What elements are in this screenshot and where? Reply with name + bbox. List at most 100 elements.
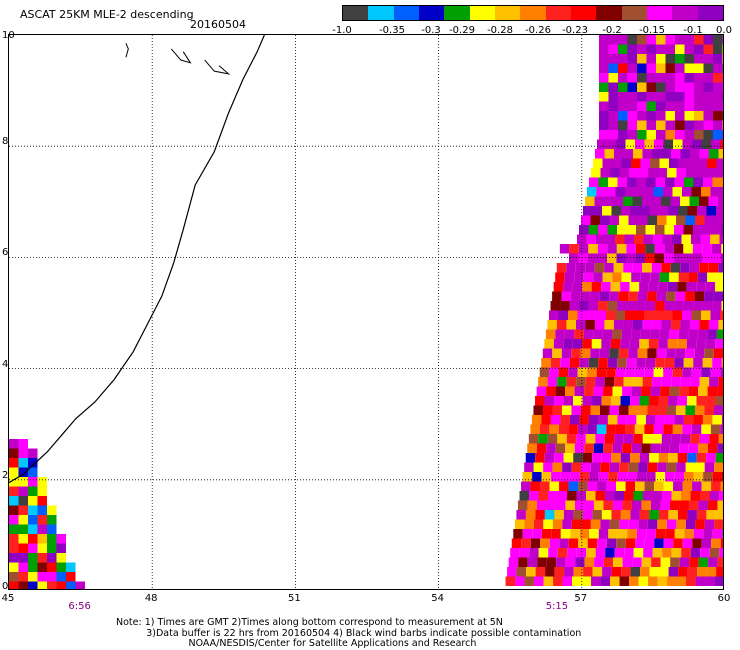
data-cell (694, 291, 705, 301)
data-cell (543, 519, 553, 529)
data-cell (519, 548, 530, 558)
data-cell (563, 453, 574, 463)
data-cell (715, 396, 723, 406)
data-cell (576, 377, 586, 387)
data-cell (535, 396, 545, 406)
data-cell (642, 377, 653, 387)
data-cell (633, 491, 644, 501)
data-cell (626, 225, 636, 235)
data-cell (663, 481, 674, 491)
data-cell (637, 348, 648, 358)
data-cell (617, 358, 627, 368)
data-cell (643, 548, 653, 558)
data-cell (622, 443, 632, 453)
data-cell (639, 339, 649, 349)
data-cell (569, 253, 579, 263)
data-cell (37, 534, 47, 544)
data-cell (647, 215, 657, 225)
data-cell (517, 500, 528, 510)
data-cell (18, 572, 28, 582)
data-cell (623, 320, 633, 330)
data-cell (583, 206, 593, 216)
x-tick-label: 48 (144, 593, 158, 604)
data-cell (9, 439, 19, 449)
data-cell (701, 424, 711, 434)
data-cell (673, 481, 683, 491)
data-cell (657, 519, 667, 529)
data-cell (633, 548, 644, 558)
colorbar-label: -1.0 (332, 25, 352, 36)
data-cell (513, 529, 523, 539)
data-cell (650, 500, 661, 510)
data-cell (640, 272, 651, 282)
data-cell (663, 187, 673, 197)
data-cell (637, 120, 647, 130)
data-cell (666, 405, 676, 415)
data-cell (723, 292, 724, 302)
data-cell (593, 329, 603, 339)
data-cell (579, 472, 590, 482)
data-cell (668, 567, 679, 577)
data-cell (582, 453, 593, 463)
data-cell (568, 310, 578, 320)
data-cell (702, 244, 712, 254)
data-cell (632, 263, 643, 273)
data-cell (665, 120, 675, 130)
data-cell (710, 424, 721, 434)
data-cell (578, 538, 588, 548)
data-cell (37, 477, 47, 487)
data-cell (577, 424, 588, 434)
data-cell (665, 44, 675, 54)
data-cell (590, 462, 601, 472)
data-cell (560, 415, 570, 425)
data-cell (702, 301, 713, 311)
data-cell (656, 405, 667, 415)
data-cell (18, 477, 28, 487)
data-cell (684, 101, 694, 111)
data-cell (630, 396, 640, 406)
data-cell (629, 339, 640, 349)
data-cell (604, 196, 614, 206)
data-cell (547, 320, 557, 330)
data-cell (658, 339, 668, 349)
data-cell (37, 562, 47, 572)
data-cell (28, 572, 38, 582)
data-cell (590, 519, 601, 529)
data-cell (722, 529, 723, 539)
note-line-1: Note: 1) Times are GMT 2)Times along bot… (116, 617, 503, 628)
data-cell (685, 519, 696, 529)
data-cell (714, 576, 723, 586)
data-cell (629, 282, 640, 292)
data-cell (685, 215, 695, 225)
data-cell (607, 358, 618, 368)
data-cell (549, 424, 559, 434)
data-cell (624, 491, 634, 501)
data-cell (524, 576, 535, 586)
data-cell (609, 405, 619, 415)
data-cell (550, 358, 561, 368)
data-cell (536, 386, 547, 396)
data-cell (601, 282, 611, 292)
data-cell (679, 557, 690, 567)
data-cell (675, 130, 685, 140)
data-cell (644, 139, 654, 149)
data-cell (646, 54, 656, 64)
data-cell (618, 35, 628, 45)
data-cell (625, 139, 635, 149)
data-cell (686, 168, 696, 178)
data-cell (630, 567, 641, 577)
data-cell (637, 101, 647, 111)
data-cell (56, 553, 66, 563)
data-cell (515, 576, 525, 586)
data-cell (667, 168, 677, 178)
data-cell (671, 377, 681, 387)
data-cell (706, 396, 716, 406)
data-cell (712, 177, 722, 187)
data-cell (561, 405, 572, 415)
data-cell (702, 415, 713, 425)
data-cell (592, 453, 602, 463)
data-cell (713, 82, 723, 92)
data-cell (542, 405, 553, 415)
data-cell (687, 396, 697, 406)
data-cell (698, 500, 708, 510)
